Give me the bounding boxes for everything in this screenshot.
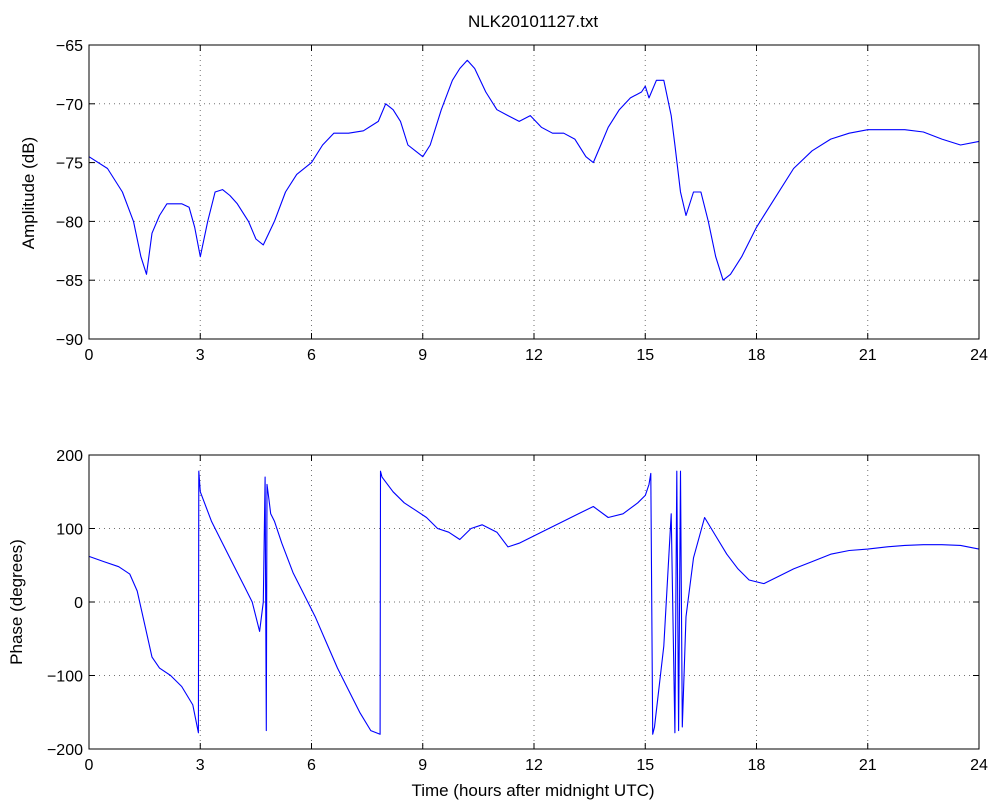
amplitude-y-tick-label: −75 [56, 156, 83, 173]
phase-series-group [88, 470, 980, 735]
phase-x-tick-label: 15 [636, 757, 654, 774]
amplitude-y-tick-label: −65 [56, 38, 83, 55]
amplitude-ticks: 0 3 6 9 12 15 18 21 24 −90 −85 −80 −75 −70 −65 [56, 38, 988, 364]
amplitude-axes-box [88, 44, 980, 340]
amplitude-panel: NLK20101127.txt 0 3 6 9 12 15 18 21 24 −90 −85 −80 −… [19, 12, 988, 364]
amplitude-x-tick-label: 24 [970, 347, 988, 364]
phase-y-tick-label: 0 [74, 595, 83, 612]
phase-y-tick-label: −200 [47, 742, 83, 759]
amplitude-x-tick-label: 18 [748, 347, 766, 364]
amplitude-y-tick-label: −85 [56, 273, 83, 290]
amplitude-grid [89, 45, 979, 339]
amplitude-series-group [88, 59, 980, 281]
amplitude-y-tick-label: −70 [56, 97, 83, 114]
phase-axes-box [88, 454, 980, 750]
phase-grid [89, 455, 979, 749]
amplitude-x-tick-label: 3 [196, 347, 205, 364]
amplitude-y-axis-label: Amplitude (dB) [19, 137, 38, 249]
amplitude-y-tick-label: −90 [56, 332, 83, 349]
phase-ticks: 0 3 6 9 12 15 18 21 24 −200 −100 0 100 200 [47, 448, 988, 774]
phase-panel: 0 3 6 9 12 15 18 21 24 −200 −100 0 100 200 Phase (deg… [7, 448, 988, 800]
amplitude-x-tick-label: 9 [418, 347, 427, 364]
amplitude-y-tick-label: −80 [56, 214, 83, 231]
phase-x-tick-label: 21 [859, 757, 877, 774]
phase-x-tick-label: 24 [970, 757, 988, 774]
phase-y-tick-label: −100 [47, 669, 83, 686]
amplitude-x-tick-label: 6 [307, 347, 316, 364]
phase-series-line [88, 470, 980, 735]
amplitude-series-line [88, 59, 980, 281]
amplitude-x-tick-label: 0 [85, 347, 94, 364]
phase-x-tick-label: 18 [748, 757, 766, 774]
amplitude-x-tick-label: 15 [636, 347, 654, 364]
amplitude-x-tick-label: 12 [525, 347, 543, 364]
phase-y-axis-label: Phase (degrees) [7, 539, 26, 665]
phase-y-tick-label: 200 [56, 448, 83, 465]
phase-x-tick-label: 9 [418, 757, 427, 774]
amplitude-x-tick-label: 21 [859, 347, 877, 364]
phase-x-axis-label: Time (hours after midnight UTC) [411, 781, 654, 800]
chart-title: NLK20101127.txt [468, 12, 598, 31]
phase-x-tick-label: 0 [85, 757, 94, 774]
phase-y-tick-label: 100 [56, 522, 83, 539]
phase-x-tick-label: 12 [525, 757, 543, 774]
phase-x-tick-label: 6 [307, 757, 316, 774]
phase-x-tick-label: 3 [196, 757, 205, 774]
